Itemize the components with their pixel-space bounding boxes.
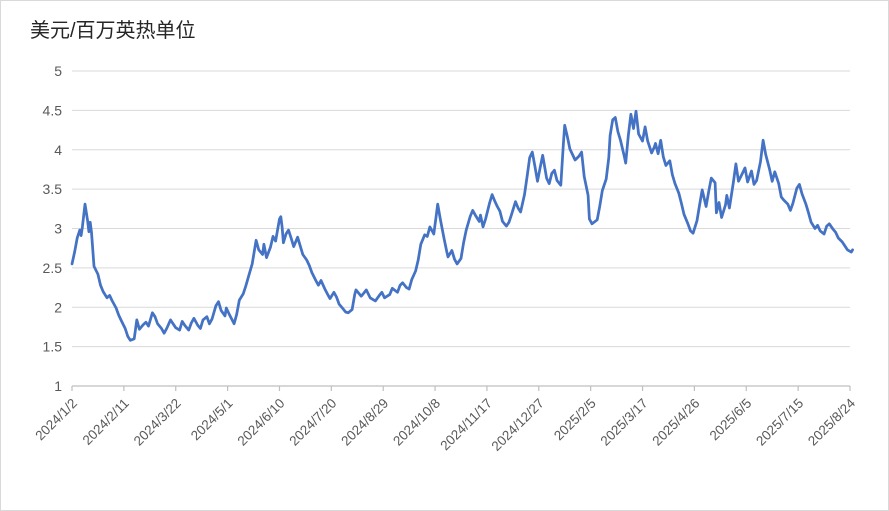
y-axis-tick-label: 1.5: [43, 339, 63, 355]
gridlines: [72, 70, 850, 348]
y-axis-tick-label: 1: [54, 378, 62, 394]
y-axis-tick-label: 2.5: [43, 260, 63, 276]
price-line: [70, 109, 854, 342]
y-axis-labels: 1 1.5 2 2.5 3 3.5 4 4.5 5: [43, 63, 63, 394]
y-axis-tick-label: 3: [54, 221, 62, 237]
y-axis-tick-label: 4: [54, 142, 62, 158]
y-axis-tick-label: 4.5: [43, 102, 63, 118]
y-axis-tick-label: 5: [54, 63, 62, 79]
x-axis-ticks: [71, 386, 851, 391]
chart-title: 美元/百万英热单位: [30, 19, 196, 42]
y-axis-tick-label: 3.5: [43, 181, 63, 197]
y-axis-tick-label: 2: [54, 299, 62, 315]
